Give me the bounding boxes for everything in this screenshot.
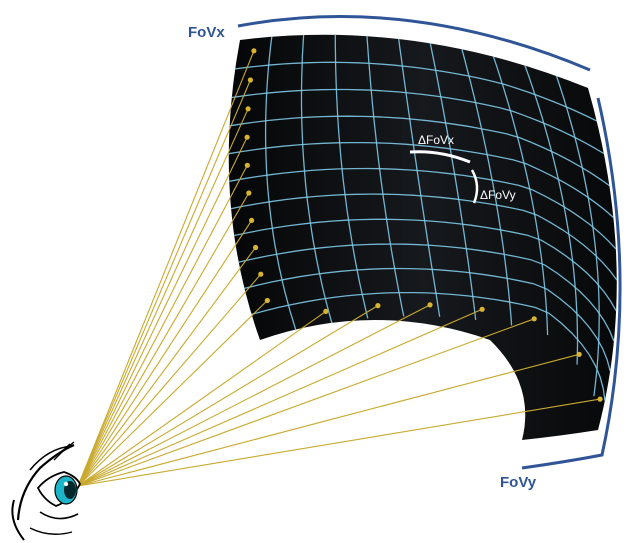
eye-icon (11, 441, 82, 541)
ray-endpoint-dot (264, 297, 270, 304)
viewing-ray (77, 300, 268, 487)
ray-endpoint-dot (479, 306, 485, 312)
grid-line-vertical (264, 36, 297, 331)
grid-line-horizontal (229, 115, 610, 187)
viewing-ray (77, 247, 257, 487)
ray-endpoint-dot (258, 271, 264, 277)
viewing-ray (77, 108, 249, 487)
ray-endpoint-dot (251, 48, 257, 54)
grid-line-vertical (334, 34, 369, 319)
delta-fovx-label: ΔFoVx (418, 133, 454, 147)
fovy-arc (521, 97, 622, 470)
ray-endpoint-dot (323, 308, 329, 314)
grid-line-vertical (492, 56, 549, 336)
curved-display-surface (228, 34, 617, 440)
ray-endpoint-dot (244, 162, 250, 168)
viewing-ray (77, 398, 601, 487)
ray-endpoint-dot (245, 106, 251, 112)
grid-line-horizontal (251, 291, 606, 401)
viewing-ray (77, 165, 248, 487)
ray-endpoint-dot (246, 190, 252, 196)
viewing-ray (77, 136, 248, 487)
grid-line-horizontal (238, 243, 615, 342)
ray-endpoint-dot (244, 134, 250, 140)
viewing-ray (77, 50, 255, 487)
grid-line-vertical (524, 65, 579, 365)
ray-endpoint-dot (253, 244, 259, 251)
grid-line-vertical (461, 49, 513, 326)
delta-fovy-label: ΔFoVy (480, 188, 516, 202)
grid-line-horizontal (229, 167, 617, 250)
ray-endpoint-dot (531, 316, 537, 322)
ray-endpoint-dot (427, 302, 433, 308)
delta-fovx-arc (409, 150, 471, 164)
ray-endpoint-dot (249, 217, 255, 223)
ray-sample-points (244, 48, 603, 402)
surface-grid (228, 34, 618, 401)
viewing-ray (77, 273, 262, 487)
viewing-ray (77, 308, 483, 487)
viewing-ray (77, 353, 580, 487)
viewing-rays (77, 50, 601, 487)
ray-endpoint-dot (576, 351, 582, 357)
ray-endpoint-dot (597, 396, 603, 402)
delta-fovy-arc (470, 169, 479, 204)
ray-endpoint-dot (247, 77, 253, 83)
fovx-arc (237, 15, 591, 72)
viewing-ray (77, 318, 535, 487)
viewing-ray (77, 220, 253, 487)
grid-line-vertical (429, 43, 477, 320)
grid-line-horizontal (228, 141, 614, 218)
grid-line-vertical (300, 34, 333, 324)
viewing-ray (77, 192, 250, 487)
grid-line-horizontal (234, 218, 617, 312)
viewing-ray (77, 310, 327, 487)
fovx-label: FoVx (188, 24, 225, 41)
viewing-ray (77, 305, 379, 487)
viewing-ray (77, 304, 431, 487)
fovy-label: FoVy (500, 474, 537, 491)
grid-line-vertical (398, 38, 441, 317)
ray-endpoint-dot (375, 303, 381, 309)
grid-line-horizontal (231, 88, 605, 155)
grid-line-vertical (366, 36, 405, 317)
viewing-ray (77, 79, 251, 487)
grid-line-horizontal (244, 267, 611, 372)
grid-line-horizontal (235, 61, 597, 122)
grid-line-vertical (555, 75, 600, 397)
grid-line-horizontal (230, 193, 618, 281)
